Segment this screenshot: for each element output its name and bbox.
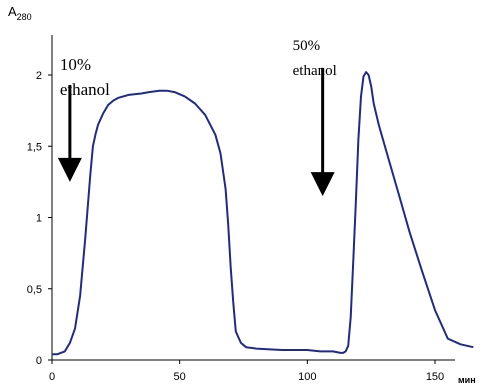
annotation-label: ethanol bbox=[60, 80, 110, 99]
annotation-label: 10% bbox=[60, 55, 91, 74]
ticks: 0 50 100 150 0 0,5 1 1,5 2 bbox=[27, 70, 444, 383]
y-tick-label: 0,5 bbox=[27, 284, 42, 296]
annotations: 10% ethanol 50% ethanol bbox=[57, 38, 337, 197]
x-tick-label: 150 bbox=[426, 371, 444, 383]
x-tick-label: 50 bbox=[174, 371, 186, 383]
y-tick-label: 1,5 bbox=[27, 141, 42, 153]
x-axis-unit: мин bbox=[458, 375, 476, 385]
annotation-arrow-head bbox=[57, 157, 82, 182]
y-tick-label: 0 bbox=[36, 355, 42, 367]
series-line-absorbance bbox=[52, 71, 474, 356]
x-tick-label: 0 bbox=[49, 371, 55, 383]
y-axis-title: A280 bbox=[8, 4, 32, 22]
y-tick-label: 1 bbox=[36, 213, 42, 225]
annotation-arrow-head bbox=[310, 172, 335, 197]
y-tick-label: 2 bbox=[36, 70, 42, 82]
annotation-label: 50% bbox=[293, 38, 321, 54]
annotation-label: ethanol bbox=[293, 63, 337, 79]
x-tick-label: 100 bbox=[298, 371, 316, 383]
